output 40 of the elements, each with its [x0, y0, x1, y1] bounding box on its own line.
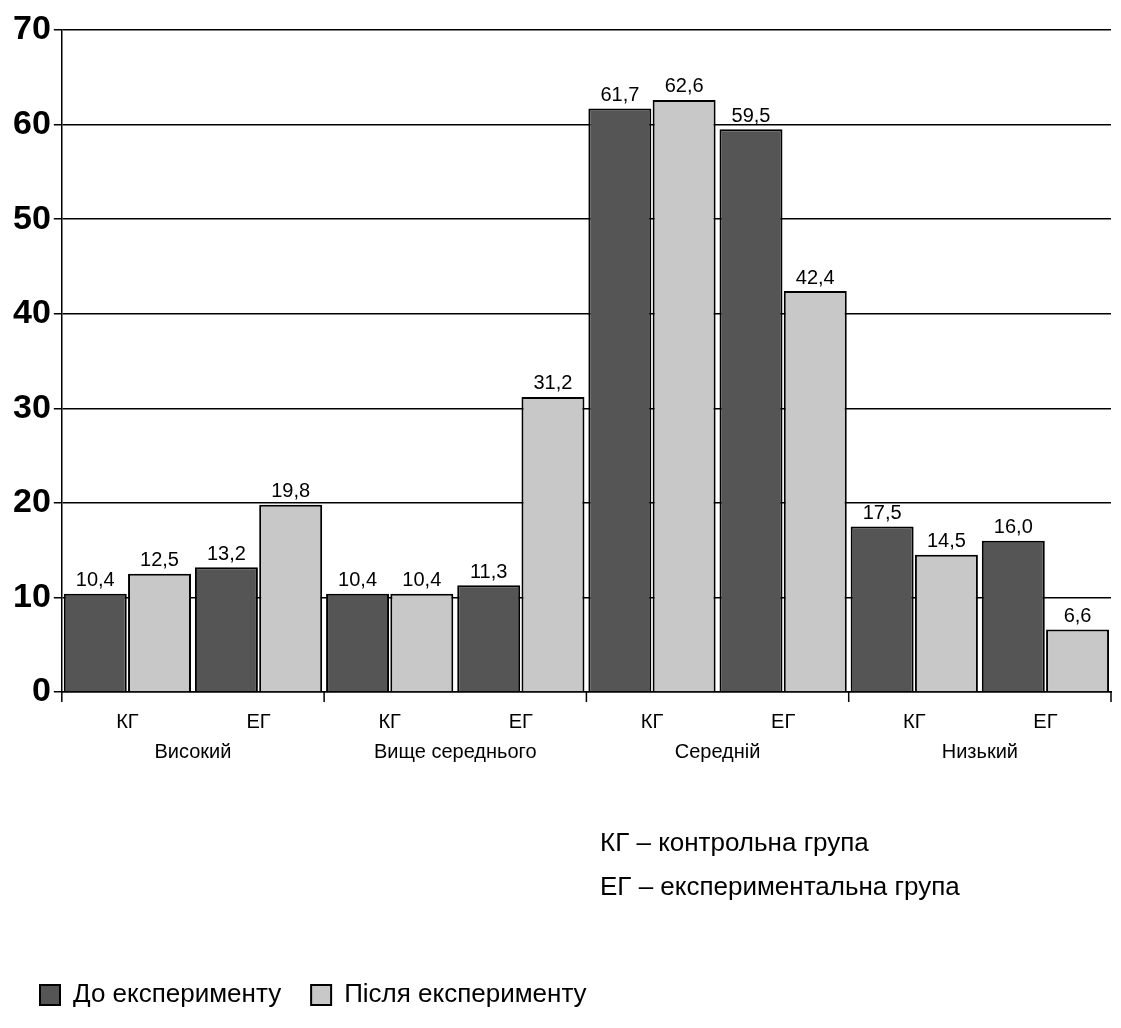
data-label: 12,5 — [140, 548, 179, 571]
y-tick-label: 30 — [12, 386, 51, 425]
y-tick-label: 40 — [12, 292, 51, 331]
y-tick-label: 20 — [12, 481, 51, 520]
data-label: 6,6 — [1063, 604, 1092, 627]
data-label: 10,4 — [338, 568, 378, 591]
data-label: 14,5 — [926, 529, 966, 552]
data-label: 61,7 — [600, 83, 640, 106]
y-tick-label: 70 — [12, 8, 51, 47]
y-tick-label: 0 — [31, 670, 51, 709]
y-tick-label: 50 — [12, 197, 51, 236]
data-label: 62,6 — [664, 74, 704, 97]
text: Середній — [674, 739, 761, 762]
text: Високий — [154, 739, 232, 762]
text: КГ – контрольна група — [600, 826, 870, 859]
x-tick-label: КГ — [903, 709, 926, 732]
y-tick-label: 60 — [12, 102, 51, 141]
text: ЕГ – експериментальна група — [600, 870, 960, 903]
data-label: 59,5 — [731, 103, 771, 126]
data-label: 42,4 — [795, 265, 835, 288]
data-label: 10,4 — [75, 568, 115, 591]
x-tick-label: КГ — [378, 709, 402, 732]
legend-label: Після експерименту — [344, 978, 587, 1009]
x-tick-label: ЕГ — [246, 709, 271, 732]
x-tick-label: ЕГ — [771, 709, 796, 732]
text: Низький — [941, 739, 1019, 762]
data-label: 16,0 — [993, 515, 1033, 538]
x-tick-label: ЕГ — [508, 709, 534, 732]
y-tick-label: 10 — [12, 575, 51, 614]
x-tick-label: КГ — [640, 709, 664, 732]
legend-label: До експерименту — [73, 978, 282, 1009]
x-tick-label: КГ — [116, 709, 139, 732]
data-label: 19,8 — [271, 479, 311, 502]
data-label: 13,2 — [206, 541, 246, 564]
data-label: 17,5 — [862, 501, 902, 524]
data-label: 10,4 — [402, 568, 442, 591]
x-tick-label: ЕГ — [1033, 709, 1058, 732]
text: Вище середнього — [373, 739, 537, 762]
data-label: 31,2 — [533, 371, 573, 394]
data-label: 11,3 — [469, 559, 508, 582]
